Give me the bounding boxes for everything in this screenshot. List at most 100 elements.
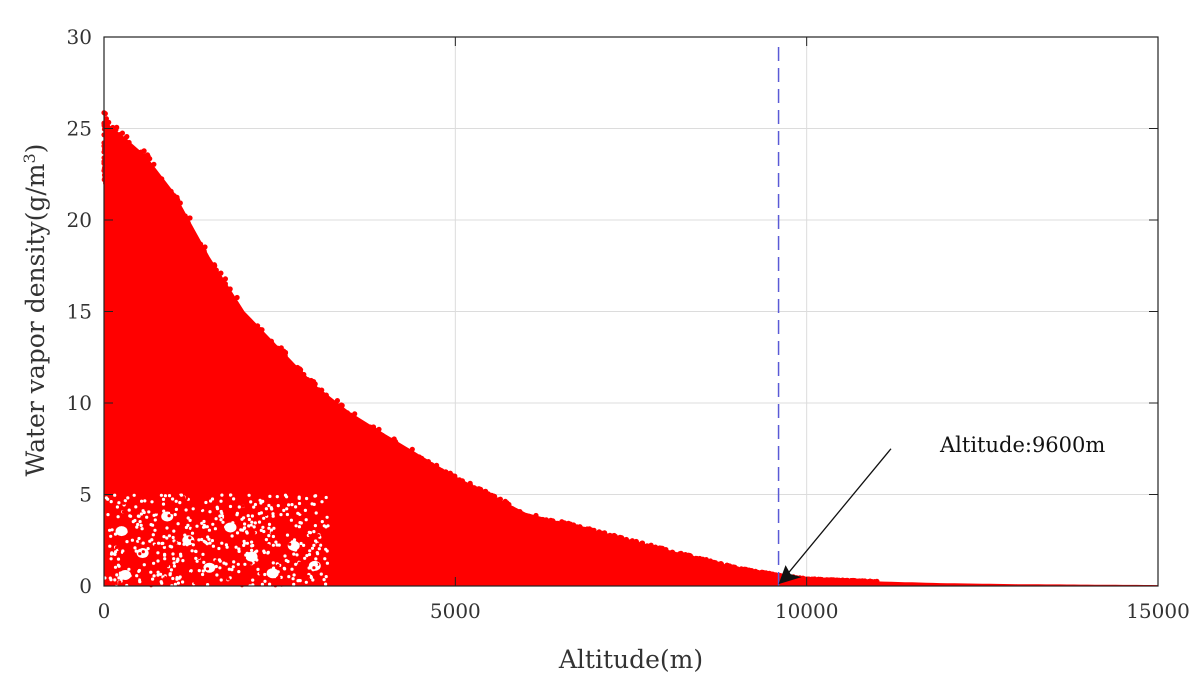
data-gap bbox=[306, 525, 310, 529]
data-point bbox=[691, 556, 697, 562]
data-point bbox=[129, 196, 135, 202]
data-gap bbox=[243, 526, 247, 530]
data-point bbox=[760, 569, 766, 576]
data-gap bbox=[167, 534, 171, 538]
data-gap bbox=[172, 529, 176, 533]
data-gap bbox=[250, 548, 254, 553]
data-gap bbox=[217, 546, 221, 551]
data-gap bbox=[234, 545, 238, 549]
data-gap bbox=[114, 581, 118, 586]
data-gap bbox=[104, 535, 108, 540]
data-gap bbox=[116, 557, 121, 561]
data-gap bbox=[256, 495, 260, 499]
data-point bbox=[243, 340, 250, 346]
data-gap bbox=[163, 553, 167, 557]
data-gap bbox=[320, 500, 324, 504]
data-gap bbox=[134, 505, 138, 509]
data-point bbox=[678, 553, 684, 560]
data-gap bbox=[204, 500, 208, 505]
data-point bbox=[519, 517, 525, 523]
data-gap bbox=[305, 554, 309, 558]
data-gap bbox=[196, 530, 200, 534]
data-gap bbox=[138, 580, 142, 584]
data-gap bbox=[249, 561, 253, 565]
data-gap bbox=[142, 563, 146, 567]
data-gap bbox=[220, 528, 224, 532]
data-gap bbox=[201, 509, 205, 513]
data-gap bbox=[138, 552, 142, 556]
data-point bbox=[504, 507, 510, 514]
data-gap bbox=[225, 519, 230, 523]
data-point bbox=[236, 324, 242, 330]
y-tick-label: 0 bbox=[79, 574, 92, 598]
data-gap bbox=[308, 560, 321, 571]
data-point bbox=[749, 568, 755, 574]
data-gap bbox=[308, 531, 312, 535]
data-gap bbox=[308, 507, 312, 511]
data-point bbox=[201, 248, 207, 254]
data-point bbox=[378, 444, 384, 450]
data-point bbox=[317, 400, 323, 406]
data-point bbox=[186, 231, 192, 237]
data-gap bbox=[266, 543, 270, 548]
data-gap bbox=[219, 578, 223, 582]
data-gap bbox=[262, 565, 267, 569]
data-point bbox=[449, 472, 455, 478]
data-gap bbox=[285, 533, 290, 537]
data-gap bbox=[147, 510, 151, 514]
data-gap bbox=[298, 521, 302, 525]
data-point bbox=[201, 283, 207, 289]
data-point bbox=[127, 200, 133, 206]
data-gap bbox=[220, 511, 224, 515]
data-gap bbox=[309, 575, 313, 580]
data-gap bbox=[249, 500, 253, 504]
data-gap bbox=[303, 556, 307, 560]
data-point bbox=[517, 509, 523, 515]
data-gap bbox=[197, 538, 201, 542]
data-gap bbox=[182, 496, 186, 500]
data-gap bbox=[106, 497, 110, 501]
data-gap bbox=[148, 539, 152, 543]
data-gap bbox=[313, 553, 317, 557]
data-gap bbox=[161, 511, 174, 522]
y-axis-label-main: Water vapor density(g/m bbox=[21, 163, 50, 476]
data-gap bbox=[136, 539, 140, 543]
data-gap bbox=[311, 578, 315, 582]
data-gap bbox=[254, 543, 258, 547]
data-gap bbox=[191, 507, 195, 511]
data-gap bbox=[220, 493, 224, 497]
data-gap bbox=[283, 554, 287, 558]
data-gap bbox=[140, 527, 144, 531]
data-point bbox=[559, 519, 565, 525]
data-point bbox=[147, 156, 153, 162]
data-point bbox=[609, 533, 615, 539]
data-gap bbox=[224, 525, 228, 529]
data-point bbox=[185, 220, 191, 226]
data-point bbox=[171, 221, 177, 227]
data-point bbox=[370, 431, 377, 437]
data-gap bbox=[113, 565, 118, 569]
data-gap bbox=[285, 512, 289, 517]
data-gap bbox=[257, 520, 262, 524]
data-point bbox=[105, 171, 112, 177]
data-gap bbox=[187, 576, 191, 580]
data-point bbox=[629, 540, 635, 547]
data-gap bbox=[163, 557, 167, 561]
data-point bbox=[221, 284, 227, 290]
data-gap bbox=[153, 518, 157, 522]
data-gap bbox=[271, 543, 275, 547]
data-gap bbox=[233, 555, 237, 559]
data-gap bbox=[229, 493, 233, 497]
data-gap bbox=[165, 526, 169, 530]
data-point bbox=[240, 312, 247, 318]
data-gap bbox=[270, 574, 274, 578]
data-gap bbox=[269, 506, 273, 510]
data-gap bbox=[197, 569, 201, 573]
annotation-text: Altitude:9600m bbox=[939, 433, 1105, 457]
data-gap bbox=[231, 521, 235, 525]
data-gap bbox=[290, 567, 294, 571]
data-gap bbox=[270, 531, 274, 535]
data-point bbox=[289, 386, 295, 392]
data-point bbox=[126, 151, 132, 157]
